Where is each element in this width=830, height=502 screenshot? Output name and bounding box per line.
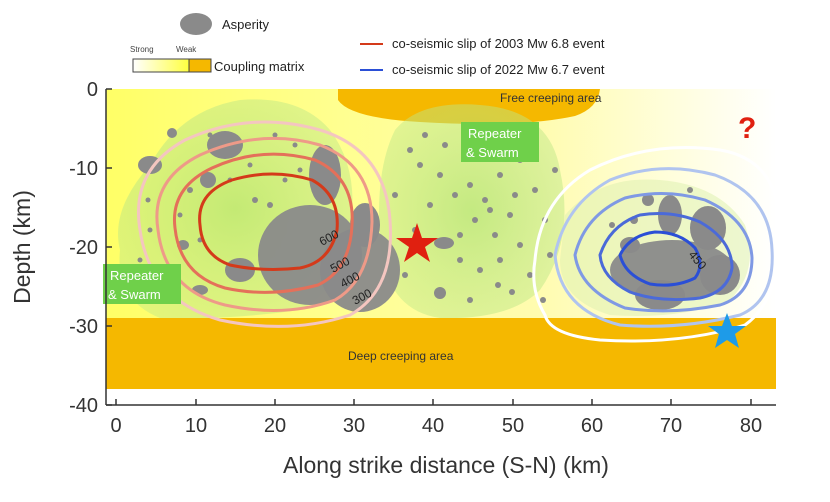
star-2003-hypocenter bbox=[396, 223, 438, 262]
asperity-legend-icon bbox=[180, 13, 212, 35]
repeater-badge-left bbox=[103, 264, 181, 304]
coupling-legend-weak bbox=[188, 58, 212, 73]
coupling-legend-gradient bbox=[132, 58, 190, 73]
asperities-right bbox=[609, 187, 740, 310]
contour-2003-400 bbox=[155, 136, 374, 312]
x-tick: 70 bbox=[660, 415, 682, 437]
y-tick: 0 bbox=[87, 79, 98, 101]
star-2022-hypocenter bbox=[708, 313, 746, 348]
repeater-badge-center bbox=[461, 122, 539, 162]
contour-2003-600 bbox=[198, 172, 339, 271]
slip-2003-legend-label: co-seismic slip of 2003 Mw 6.8 event bbox=[392, 36, 605, 51]
free-creeping-label: Free creeping area bbox=[500, 91, 602, 105]
x-tick: 50 bbox=[502, 415, 524, 437]
y-axis bbox=[105, 88, 112, 406]
coupling-strong-label: Strong bbox=[130, 45, 154, 54]
contour-2022-mid bbox=[573, 192, 754, 313]
x-tick-labels: 0 10 20 30 40 50 60 70 80 bbox=[110, 415, 762, 437]
coupling-weak-label: Weak bbox=[176, 45, 197, 54]
x-tick: 80 bbox=[740, 415, 762, 437]
question-mark: ? bbox=[738, 112, 756, 145]
slip-2003-contours bbox=[137, 120, 392, 328]
contour-2022-inner bbox=[598, 212, 734, 302]
slip-2022-contours bbox=[532, 146, 782, 343]
contour-2003-500 bbox=[172, 152, 354, 294]
repeater-label-center-2: & Swarm bbox=[466, 145, 519, 160]
repeater-label-center-1: Repeater bbox=[468, 126, 522, 141]
y-tick: -30 bbox=[69, 316, 98, 338]
y-tick-labels: 0 -10 -20 -30 -40 bbox=[69, 79, 98, 417]
repeater-label-left-1: Repeater bbox=[110, 268, 164, 283]
repeater-label-left-2: & Swarm bbox=[108, 287, 161, 302]
x-tick: 20 bbox=[264, 415, 286, 437]
repeater-dots bbox=[137, 132, 558, 303]
coupling-legend-label: Coupling matrix bbox=[214, 59, 305, 74]
y-tick: -40 bbox=[69, 395, 98, 417]
slip-2022-legend-label: co-seismic slip of 2022 Mw 6.7 event bbox=[392, 62, 605, 77]
x-tick: 10 bbox=[185, 415, 207, 437]
y-axis-label: Depth (km) bbox=[9, 190, 35, 304]
x-tick: 60 bbox=[581, 415, 603, 437]
x-tick: 0 bbox=[110, 415, 121, 437]
deep-creeping-area bbox=[106, 318, 776, 389]
contour-2022-outer bbox=[553, 167, 774, 328]
x-axis-label: Along strike distance (S-N) (km) bbox=[283, 452, 609, 478]
y-tick: -10 bbox=[69, 158, 98, 180]
contour-2022-450 bbox=[618, 230, 702, 287]
deep-creeping-label: Deep creeping area bbox=[348, 349, 454, 363]
asperity-legend-label: Asperity bbox=[222, 17, 269, 32]
x-axis bbox=[106, 399, 776, 406]
contour-2003-300 bbox=[137, 120, 392, 328]
contour-2022-white bbox=[532, 146, 782, 343]
x-tick: 40 bbox=[422, 415, 444, 437]
y-tick: -20 bbox=[69, 237, 98, 259]
x-tick: 30 bbox=[343, 415, 365, 437]
